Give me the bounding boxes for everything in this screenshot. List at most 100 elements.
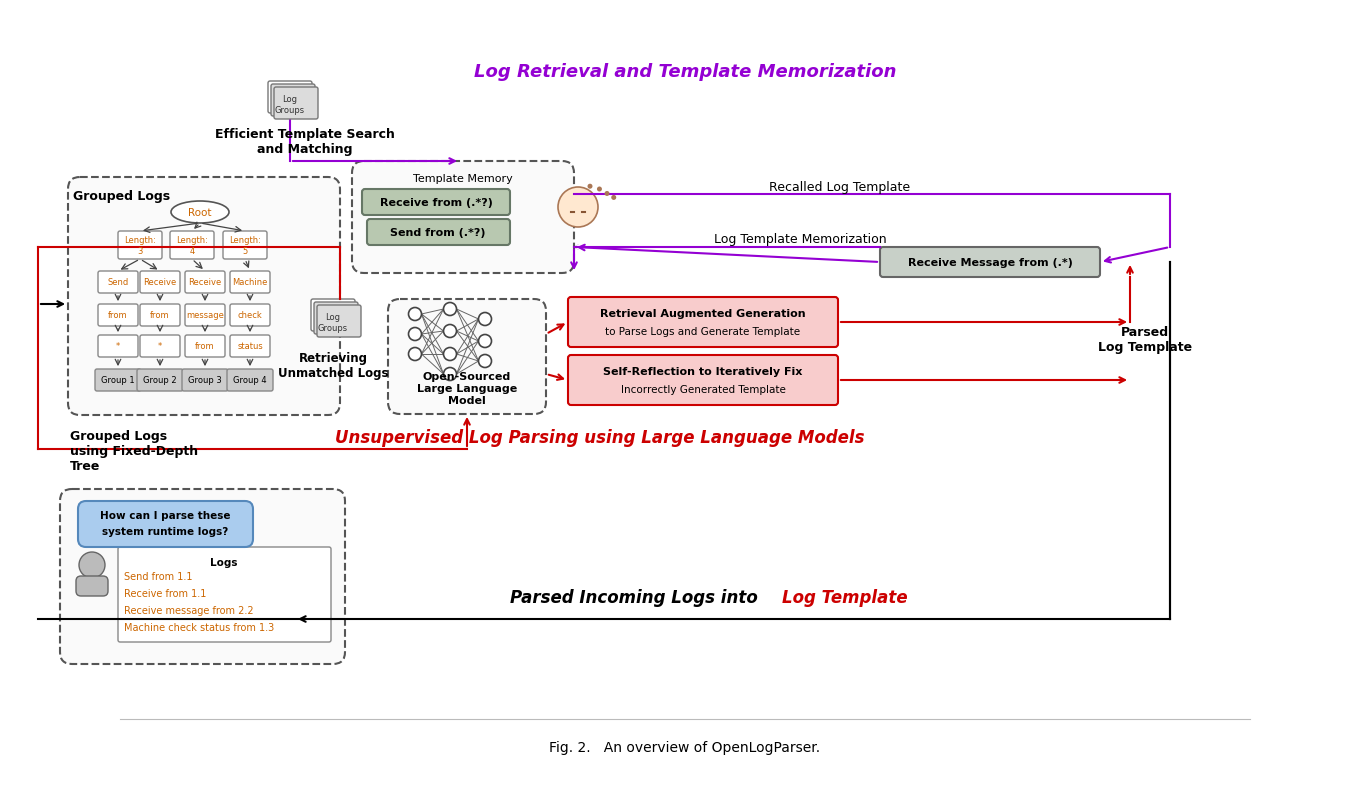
Circle shape	[588, 185, 592, 190]
Text: from: from	[151, 311, 170, 320]
FancyBboxPatch shape	[569, 298, 838, 348]
Text: Fig. 2.   An overview of OpenLogParser.: Fig. 2. An overview of OpenLogParser.	[549, 740, 821, 754]
FancyBboxPatch shape	[99, 304, 138, 327]
FancyBboxPatch shape	[118, 232, 162, 259]
FancyBboxPatch shape	[68, 177, 340, 415]
FancyBboxPatch shape	[99, 271, 138, 294]
Text: Group 2: Group 2	[144, 376, 177, 385]
FancyBboxPatch shape	[170, 232, 214, 259]
Text: Unsupervised Log Parsing using Large Language Models: Unsupervised Log Parsing using Large Lan…	[336, 429, 864, 446]
Text: Parsed Incoming Logs into: Parsed Incoming Logs into	[510, 589, 763, 606]
FancyBboxPatch shape	[311, 300, 355, 332]
Text: Retrieving
Unmatched Logs: Retrieving Unmatched Logs	[278, 352, 388, 380]
Text: Receive Message from (.*): Receive Message from (.*)	[907, 258, 1073, 267]
FancyBboxPatch shape	[227, 369, 273, 392]
Text: Receive message from 2.2: Receive message from 2.2	[125, 605, 253, 615]
Text: Logs: Logs	[210, 557, 238, 567]
Text: Recalled Log Template: Recalled Log Template	[770, 181, 911, 194]
Text: Log Template: Log Template	[782, 589, 908, 606]
FancyBboxPatch shape	[230, 271, 270, 294]
Text: check: check	[237, 311, 263, 320]
Text: Machine: Machine	[233, 278, 267, 287]
Text: Open-Sourced
Large Language
Model: Open-Sourced Large Language Model	[416, 372, 516, 405]
FancyBboxPatch shape	[118, 548, 332, 642]
FancyBboxPatch shape	[271, 85, 315, 117]
Circle shape	[604, 192, 610, 197]
FancyBboxPatch shape	[140, 336, 179, 357]
FancyBboxPatch shape	[880, 247, 1100, 278]
FancyBboxPatch shape	[75, 577, 108, 597]
Text: Length:
3: Length: 3	[125, 236, 156, 255]
Text: Group 1: Group 1	[101, 376, 134, 385]
FancyBboxPatch shape	[230, 336, 270, 357]
Text: Log
Groups: Log Groups	[318, 313, 348, 332]
FancyBboxPatch shape	[362, 190, 510, 216]
Text: How can I parse these: How can I parse these	[100, 511, 230, 520]
Text: Efficient Template Search
and Matching: Efficient Template Search and Matching	[215, 128, 395, 156]
Circle shape	[444, 325, 456, 338]
FancyBboxPatch shape	[569, 356, 838, 406]
FancyBboxPatch shape	[230, 304, 270, 327]
Text: Retrieval Augmented Generation: Retrieval Augmented Generation	[600, 308, 806, 319]
Text: Root: Root	[188, 208, 212, 218]
Text: Receive: Receive	[188, 278, 222, 287]
Circle shape	[558, 188, 597, 228]
FancyBboxPatch shape	[314, 303, 358, 335]
FancyBboxPatch shape	[316, 306, 362, 337]
FancyBboxPatch shape	[269, 82, 312, 114]
FancyBboxPatch shape	[388, 300, 547, 414]
FancyBboxPatch shape	[182, 369, 227, 392]
Circle shape	[444, 348, 456, 361]
Text: Log Retrieval and Template Memorization: Log Retrieval and Template Memorization	[474, 63, 896, 81]
Circle shape	[444, 303, 456, 316]
FancyBboxPatch shape	[95, 369, 141, 392]
FancyBboxPatch shape	[274, 88, 318, 120]
Text: Self-Reflection to Iteratively Fix: Self-Reflection to Iteratively Fix	[603, 366, 803, 377]
FancyBboxPatch shape	[60, 489, 345, 664]
FancyBboxPatch shape	[78, 501, 253, 548]
Text: Machine check status from 1.3: Machine check status from 1.3	[125, 622, 274, 632]
Text: status: status	[237, 342, 263, 351]
FancyBboxPatch shape	[185, 304, 225, 327]
FancyBboxPatch shape	[185, 336, 225, 357]
Text: Send from (.*?): Send from (.*?)	[390, 228, 486, 238]
Text: Incorrectly Generated Template: Incorrectly Generated Template	[621, 385, 785, 394]
Circle shape	[478, 335, 492, 348]
Text: *: *	[158, 342, 162, 351]
Text: Grouped Logs: Grouped Logs	[73, 190, 170, 202]
Text: message: message	[186, 311, 223, 320]
FancyBboxPatch shape	[352, 161, 574, 274]
Ellipse shape	[171, 202, 229, 224]
Text: from: from	[195, 342, 215, 351]
FancyBboxPatch shape	[99, 336, 138, 357]
Text: from: from	[108, 311, 127, 320]
Text: to Parse Logs and Generate Template: to Parse Logs and Generate Template	[606, 327, 800, 336]
Circle shape	[478, 355, 492, 368]
Circle shape	[408, 348, 422, 361]
Text: Grouped Logs
using Fixed-Depth
Tree: Grouped Logs using Fixed-Depth Tree	[70, 430, 199, 472]
Text: Parsed
Log Template: Parsed Log Template	[1097, 325, 1192, 353]
Text: Length:
5: Length: 5	[229, 236, 260, 255]
Circle shape	[478, 313, 492, 326]
Circle shape	[611, 196, 616, 201]
FancyBboxPatch shape	[140, 304, 179, 327]
Circle shape	[444, 368, 456, 381]
FancyBboxPatch shape	[137, 369, 184, 392]
Circle shape	[408, 328, 422, 341]
FancyBboxPatch shape	[367, 220, 510, 246]
Text: Template Memory: Template Memory	[414, 173, 512, 184]
Text: Log
Groups: Log Groups	[275, 96, 306, 115]
Circle shape	[408, 308, 422, 321]
Circle shape	[597, 187, 601, 192]
Text: Receive from (.*?): Receive from (.*?)	[379, 198, 492, 208]
Text: Group 4: Group 4	[233, 376, 267, 385]
Text: Send: Send	[107, 278, 129, 287]
Text: Receive from 1.1: Receive from 1.1	[125, 589, 207, 598]
Text: Receive: Receive	[144, 278, 177, 287]
Circle shape	[79, 552, 105, 578]
Text: system runtime logs?: system runtime logs?	[101, 526, 229, 536]
Text: Group 3: Group 3	[188, 376, 222, 385]
Text: Send from 1.1: Send from 1.1	[125, 571, 193, 581]
Text: Length:
4: Length: 4	[177, 236, 208, 255]
FancyBboxPatch shape	[185, 271, 225, 294]
